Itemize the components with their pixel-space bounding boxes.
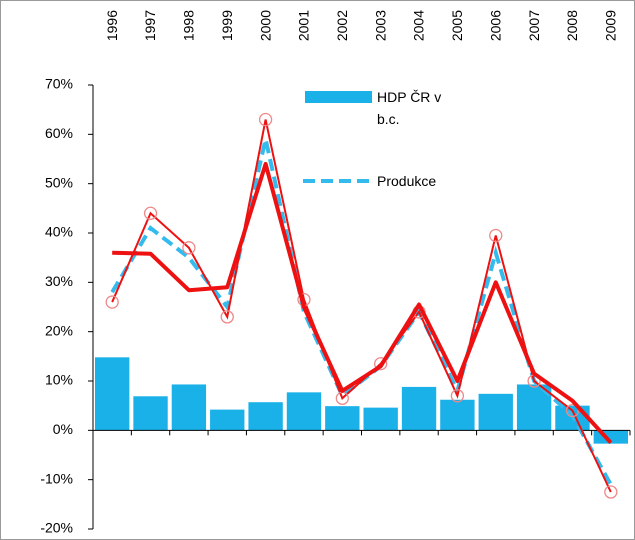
legend-entry: HDP ČR v b.c. [377, 89, 442, 127]
x-tick-label: 2008 [564, 10, 580, 41]
legend-label: Produkce [377, 173, 437, 189]
point [374, 357, 388, 371]
bar [171, 384, 207, 431]
point [604, 485, 618, 499]
bar [478, 393, 513, 431]
x-label-group: 1996 [104, 10, 120, 41]
bar [401, 386, 437, 431]
bar [286, 392, 322, 431]
x-tick-label: 2002 [334, 10, 350, 41]
x-label-group: 2007 [526, 10, 542, 41]
point [450, 389, 465, 403]
bar [95, 357, 130, 431]
x-label-group: 2002 [334, 10, 350, 41]
x-label-group: 2004 [411, 10, 427, 41]
x-tick-label: 2006 [487, 10, 503, 41]
point [489, 228, 503, 243]
x-tick-label: 1998 [181, 10, 197, 41]
x-tick-label: 2007 [526, 10, 542, 41]
x-label-group: 2001 [296, 10, 312, 41]
y-tick-label: 30% [45, 273, 73, 289]
x-tick-label: 2000 [257, 10, 273, 41]
x-label-group: 2009 [603, 10, 619, 41]
x-label-group: 1997 [142, 10, 158, 41]
x-label-group: 2008 [564, 10, 580, 41]
x-label-group: 2000 [257, 10, 273, 41]
x-tick-label: 2001 [296, 10, 312, 41]
point [258, 112, 273, 127]
x-tick-label: 1999 [219, 10, 235, 41]
bar [248, 402, 283, 431]
x-tick-label: 1996 [104, 10, 120, 41]
point [182, 241, 196, 255]
y-tick-label: 50% [45, 174, 73, 190]
point [220, 310, 234, 324]
line [112, 161, 613, 445]
y-tick-label: 60% [45, 125, 73, 141]
x-label-group: 2003 [372, 10, 388, 41]
bar [325, 406, 360, 431]
y-tick-label: 20% [45, 322, 73, 338]
point [565, 403, 580, 418]
x-label-group: 1998 [181, 10, 197, 41]
legend-swatch [305, 91, 372, 103]
legend-entry: Produkce [377, 173, 437, 189]
x-tick-label: 2003 [372, 10, 388, 41]
x-tick-label: 2004 [411, 10, 427, 41]
bar [363, 407, 398, 431]
point [105, 295, 119, 309]
bar [210, 409, 245, 431]
x-label-group: 2005 [449, 10, 465, 41]
x-tick-label: 2005 [449, 10, 465, 41]
x-tick-label: 2009 [603, 10, 619, 41]
bar [133, 396, 168, 431]
point [143, 206, 158, 220]
y-tick-label: -10% [40, 470, 73, 486]
x-tick-label: 1997 [142, 10, 158, 41]
y-tick-label: 10% [45, 372, 73, 388]
bar [440, 399, 475, 431]
y-tick-label: 70% [45, 76, 73, 92]
x-label-group: 2006 [487, 10, 503, 41]
x-label-group: 1999 [219, 10, 235, 41]
y-tick-label: 0% [53, 421, 73, 437]
y-tick-label: -20% [40, 520, 73, 536]
legend-label: HDP ČR v b.c. [377, 89, 442, 127]
y-tick-label: 40% [45, 224, 73, 240]
